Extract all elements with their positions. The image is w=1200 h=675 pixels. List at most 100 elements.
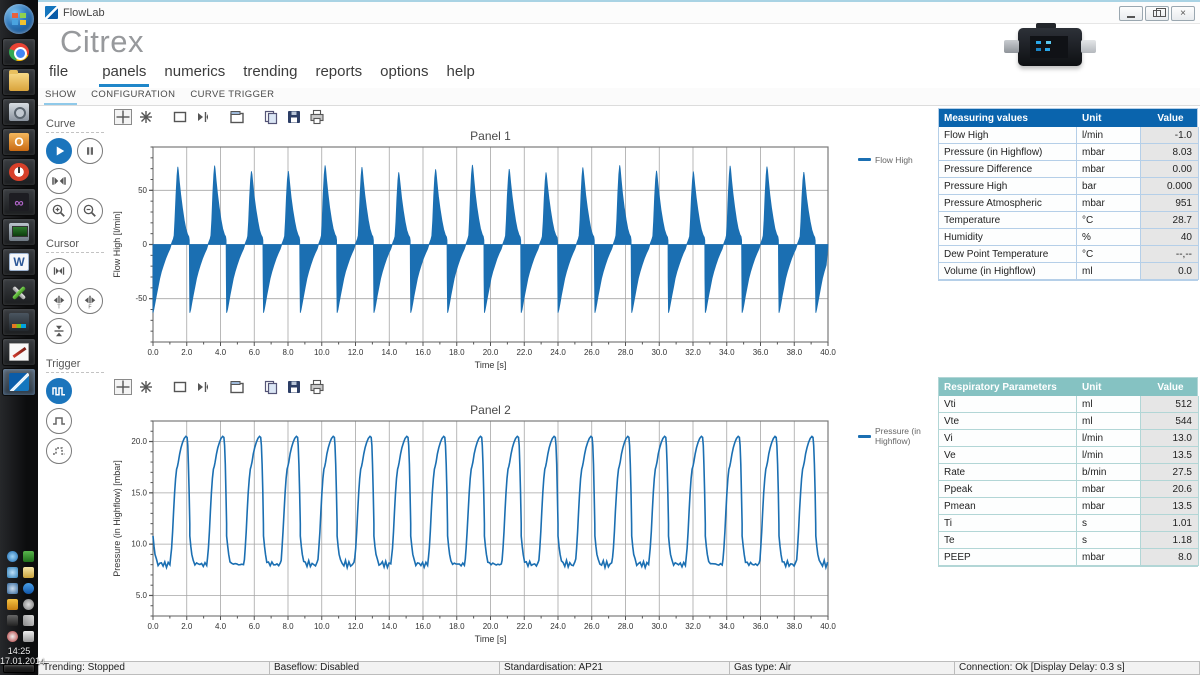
chart-tool-save-button[interactable] (285, 109, 303, 125)
taskbar-app-folder[interactable] (2, 68, 36, 96)
chart-tool-rect-select-button[interactable] (171, 379, 189, 395)
tray-orange-app-icon[interactable] (7, 599, 18, 610)
taskbar-app-chrome[interactable] (2, 38, 36, 66)
word-icon: W (9, 253, 29, 271)
measuring-row: Volume (in Highflow) ml 0.0 (939, 263, 1199, 280)
tray-gray-dial-icon[interactable] (23, 599, 34, 610)
menu-numerics[interactable]: numerics (164, 63, 226, 80)
flowlab-icon (9, 373, 29, 391)
chart2-toolbar (114, 379, 326, 395)
respiratory-param: Te (939, 532, 1077, 549)
menu-options[interactable]: options (380, 63, 429, 80)
taskbar-app-paint[interactable] (2, 338, 36, 366)
legend-line-icon (858, 434, 871, 438)
chart-tool-zoom-star-button[interactable] (137, 379, 155, 395)
taskbar-app-vs[interactable]: ∞ (2, 188, 36, 216)
svg-text:34.0: 34.0 (719, 622, 735, 631)
print-icon (310, 379, 324, 395)
clock-date: 17.01.2014 (0, 656, 46, 666)
menu-help[interactable]: help (446, 63, 475, 80)
title-bar: FlowLab × (38, 2, 1200, 24)
chart-tool-move-button[interactable] (114, 109, 132, 125)
tray-bluetooth-icon[interactable] (23, 583, 34, 594)
taskbar-app-vmware[interactable] (2, 308, 36, 336)
tray-flag-icon[interactable] (23, 631, 34, 642)
chart-tool-move-button[interactable] (114, 379, 132, 395)
chart-tool-print-button[interactable] (308, 379, 326, 395)
tray-network-icon[interactable] (7, 583, 18, 594)
measuring-value: --,-- (1141, 246, 1199, 263)
tray-battery-icon[interactable] (7, 615, 18, 626)
svg-text:2.0: 2.0 (181, 622, 193, 631)
trigger-single-button[interactable] (46, 408, 72, 434)
status-trending: Trending: Stopped (38, 661, 270, 675)
panel2-chart[interactable]: 0.0 2.0 4.0 6.0 8.0 10.0 12.0 14.0 16.0 18.0 20.0 2… (110, 417, 855, 649)
chart-tool-zoom-star-button[interactable] (137, 109, 155, 125)
cursor-expand-t-icon: T (53, 295, 65, 310)
svg-text:30.0: 30.0 (651, 622, 667, 631)
restore-button[interactable] (1145, 6, 1169, 21)
taskbar-app-remote[interactable] (2, 218, 36, 246)
tray-volume-muted-icon[interactable] (7, 631, 18, 642)
respiratory-unit: l/min (1077, 430, 1141, 447)
taskbar-app-word[interactable]: W (2, 248, 36, 276)
menu-panels[interactable]: panels (99, 63, 150, 87)
chart-tool-cursor-tool-button[interactable] (194, 379, 212, 395)
chart-tool-copy-button[interactable] (262, 379, 280, 395)
svg-text:26.0: 26.0 (584, 622, 600, 631)
cursor-vertical-button[interactable] (46, 318, 72, 344)
chart-tool-rect-select-button[interactable] (171, 109, 189, 125)
tab-show[interactable]: SHOW (44, 89, 78, 105)
start-button[interactable] (4, 4, 34, 34)
tab-curve-trigger[interactable]: CURVE TRIGGER (190, 89, 275, 100)
measuring-row: Temperature °C 28.7 (939, 212, 1199, 229)
taskbar-app-flowlab[interactable] (2, 368, 36, 396)
chart-tool-copy-button[interactable] (262, 109, 280, 125)
svg-text:26.0: 26.0 (584, 348, 600, 357)
pause-button[interactable] (77, 138, 103, 164)
trigger-auto-button[interactable] (46, 378, 72, 404)
chart-tool-print-button[interactable] (308, 109, 326, 125)
trigger-dashed-button[interactable] (46, 438, 72, 464)
cursor-expand-f-button[interactable]: F (77, 288, 103, 314)
menu-reports[interactable]: reports (315, 63, 363, 80)
chart-tool-properties-button[interactable] (228, 109, 246, 125)
show-desktop-button[interactable] (3, 664, 35, 673)
cursor-expand-t-button[interactable]: T (46, 288, 72, 314)
zoom-out-button[interactable] (77, 198, 103, 224)
fit-curve-button[interactable] (46, 168, 72, 194)
tray-green-monitor-icon[interactable] (23, 551, 34, 562)
menu-trending[interactable]: trending (243, 63, 298, 80)
svg-text:20.0: 20.0 (131, 437, 147, 446)
minimize-button[interactable] (1119, 6, 1143, 21)
svg-text:2.0: 2.0 (181, 348, 193, 357)
menu-file[interactable]: file (49, 63, 69, 80)
chart-tool-properties-button[interactable] (228, 379, 246, 395)
status-bar: Trending: Stopped Baseflow: Disabled Sta… (38, 661, 1200, 675)
measuring-param: Pressure (in Highflow) (939, 144, 1077, 161)
taskbar-app-timer[interactable] (2, 158, 36, 186)
measuring-value: 0.0 (1141, 263, 1199, 280)
tray-mail-icon[interactable] (23, 567, 34, 578)
tray-globe-icon[interactable] (7, 551, 18, 562)
zoom-in-button[interactable] (46, 198, 72, 224)
respiratory-param: Ve (939, 447, 1077, 464)
svg-text:50: 50 (138, 186, 147, 195)
taskbar-app-tools[interactable] (2, 278, 36, 306)
taskbar-app-outlook[interactable]: O (2, 128, 36, 156)
chart-tool-cursor-tool-button[interactable] (194, 109, 212, 125)
svg-text:30.0: 30.0 (651, 348, 667, 357)
cursor-center-button[interactable] (46, 258, 72, 284)
close-button[interactable]: × (1171, 6, 1195, 21)
tab-configuration[interactable]: CONFIGURATION (91, 89, 176, 100)
tray-signal-icon[interactable] (23, 615, 34, 626)
chart-tool-save-button[interactable] (285, 379, 303, 395)
play-button[interactable] (46, 138, 72, 164)
panel1-chart[interactable]: 0.0 2.0 4.0 6.0 8.0 10.0 12.0 14.0 16.0 18.0 20.0 2… (110, 143, 855, 375)
tray-gear-flower-icon[interactable] (7, 567, 18, 578)
measuring-header-row: Measuring values Unit Value (939, 109, 1197, 127)
properties-icon (230, 111, 244, 124)
taskbar-app-safe[interactable] (2, 98, 36, 126)
cursor-tool-icon (198, 382, 208, 392)
respiratory-row: Te s 1.18 (939, 532, 1199, 549)
